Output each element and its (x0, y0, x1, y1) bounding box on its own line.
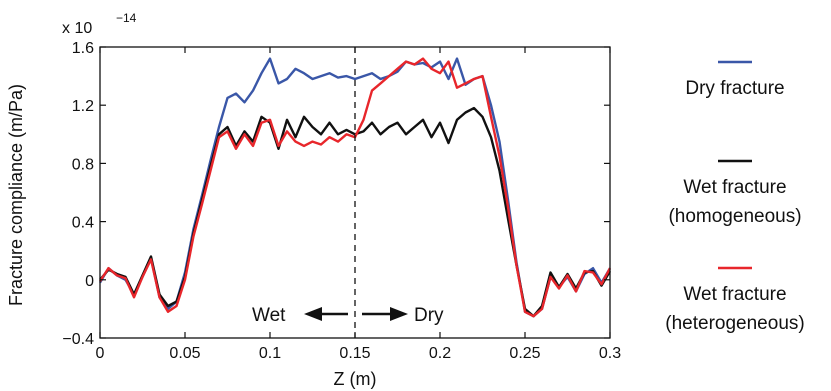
plot-lines (98, 57, 612, 318)
legend-label-1: (homogeneous) (668, 206, 801, 227)
wet-label: Wet (252, 305, 286, 326)
y-tick-label: 1.2 (72, 98, 94, 115)
series-line-0 (98, 57, 612, 318)
legend-label-1: Wet fracture (683, 177, 786, 198)
x-tick-label: 0.15 (339, 345, 370, 362)
x-tick-label: 0.05 (169, 345, 200, 362)
x-tick-label: 0.1 (259, 345, 281, 362)
y-tick-label: 0.4 (72, 215, 94, 232)
dry-arrow-head-icon (390, 307, 408, 321)
legend: Dry fracture Wet fracture (homogeneous) Wet… (665, 60, 805, 334)
legend-label-2: (heterogeneous) (665, 313, 804, 334)
y-multiplier-exponent: −14 (116, 11, 137, 25)
x-tick-label: 0.2 (429, 345, 451, 362)
y-tick-label: 0 (85, 273, 94, 290)
legend-label-2: Wet fracture (683, 284, 786, 305)
series-line-2 (98, 57, 612, 318)
y-axis: −0.4 0 0.4 0.8 1.2 1.6 (62, 40, 610, 348)
wet-dry-annotation: Wet Dry (252, 305, 444, 326)
wet-arrow-head-icon (304, 307, 322, 321)
x-tick-label: 0 (96, 345, 105, 362)
x-tick-label: 0.3 (599, 345, 621, 362)
y-tick-label: 0.8 (72, 156, 94, 173)
legend-label-0: Dry fracture (685, 78, 784, 99)
dry-label: Dry (414, 305, 444, 326)
x-axis-label: Z (m) (334, 369, 377, 389)
y-tick-label: 1.6 (72, 40, 94, 57)
x-axis: 0 0.05 0.1 0.15 0.2 0.25 0.3 (96, 47, 621, 362)
y-multiplier: x 10 (62, 20, 92, 37)
x-tick-label: 0.25 (509, 345, 540, 362)
y-axis-label: Fracture compliance (m/Pa) (6, 84, 26, 306)
y-tick-label: −0.4 (62, 331, 94, 348)
